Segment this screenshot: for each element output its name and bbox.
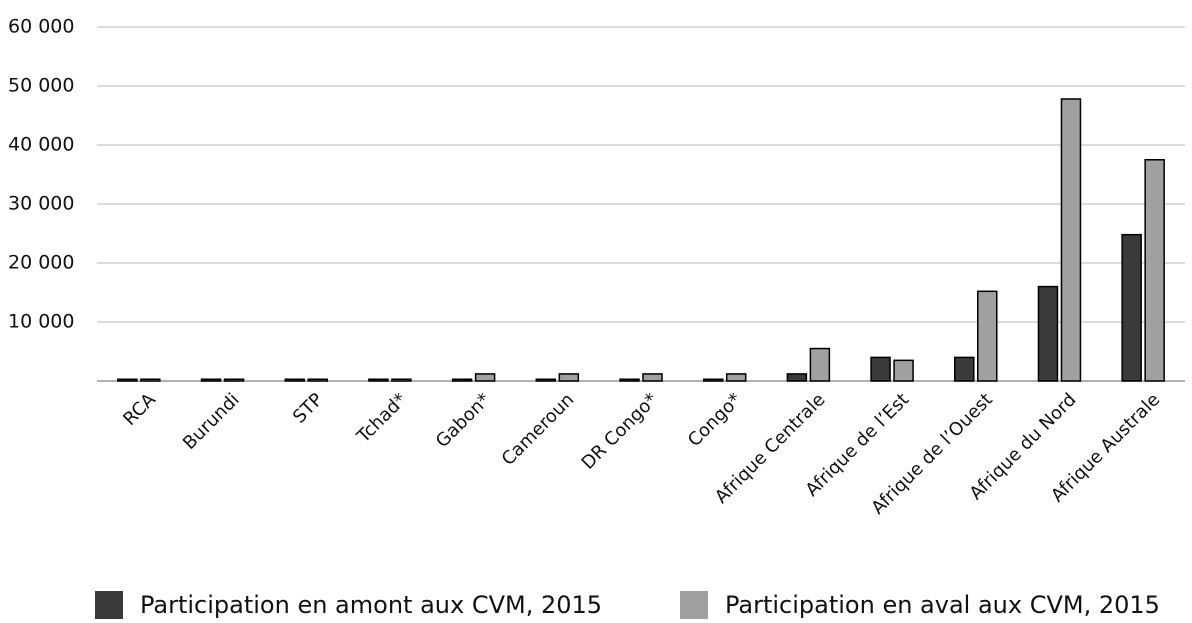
bar xyxy=(809,347,831,382)
bar xyxy=(391,378,412,382)
bar xyxy=(702,378,724,382)
bar xyxy=(368,378,389,382)
bar xyxy=(223,378,245,382)
bar xyxy=(893,359,914,382)
bar xyxy=(954,356,975,382)
bar xyxy=(1144,159,1165,382)
bar xyxy=(284,378,305,382)
bar xyxy=(786,373,808,382)
bar xyxy=(307,378,328,382)
bar xyxy=(117,378,138,382)
y-tick-label: 10 000 xyxy=(8,311,74,333)
x-tick-label: Cameroun xyxy=(498,389,579,470)
bar xyxy=(200,378,222,382)
y-tick-label: 60 000 xyxy=(8,16,74,38)
x-tick-label: RCA xyxy=(119,389,160,430)
x-tick-label: STP xyxy=(289,389,327,427)
bar xyxy=(558,373,580,382)
bar xyxy=(1121,233,1142,382)
y-tick-label: 50 000 xyxy=(8,75,74,97)
legend-swatch xyxy=(680,591,708,619)
legend-swatch xyxy=(95,591,123,619)
legend-label: Participation en aval aux CVM, 2015 xyxy=(725,591,1160,619)
x-tick-label: Burundi xyxy=(179,389,244,454)
y-tick-label: 20 000 xyxy=(8,252,74,274)
legend-label: Participation en amont aux CVM, 2015 xyxy=(140,591,602,619)
bar xyxy=(977,290,998,382)
x-tick-label: Tchad* xyxy=(353,389,411,447)
bar xyxy=(1037,285,1059,382)
bar xyxy=(474,373,496,382)
bar xyxy=(535,378,557,382)
bar xyxy=(619,378,640,382)
bar xyxy=(870,356,891,382)
y-tick-label: 30 000 xyxy=(8,193,74,215)
bar xyxy=(642,373,663,382)
x-tick-label: Congo* xyxy=(684,389,746,451)
y-tick-label: 40 000 xyxy=(8,134,74,156)
bar xyxy=(725,373,747,382)
bar xyxy=(140,378,161,382)
x-tick-label: DR Congo* xyxy=(578,389,663,474)
bar xyxy=(1060,98,1082,382)
bar xyxy=(451,378,473,382)
x-tick-label: Gabon* xyxy=(432,389,495,452)
